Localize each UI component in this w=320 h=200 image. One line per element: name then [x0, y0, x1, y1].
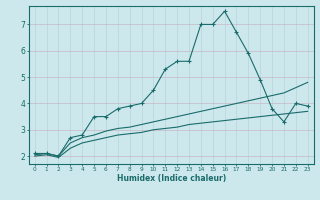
X-axis label: Humidex (Indice chaleur): Humidex (Indice chaleur) — [116, 174, 226, 183]
